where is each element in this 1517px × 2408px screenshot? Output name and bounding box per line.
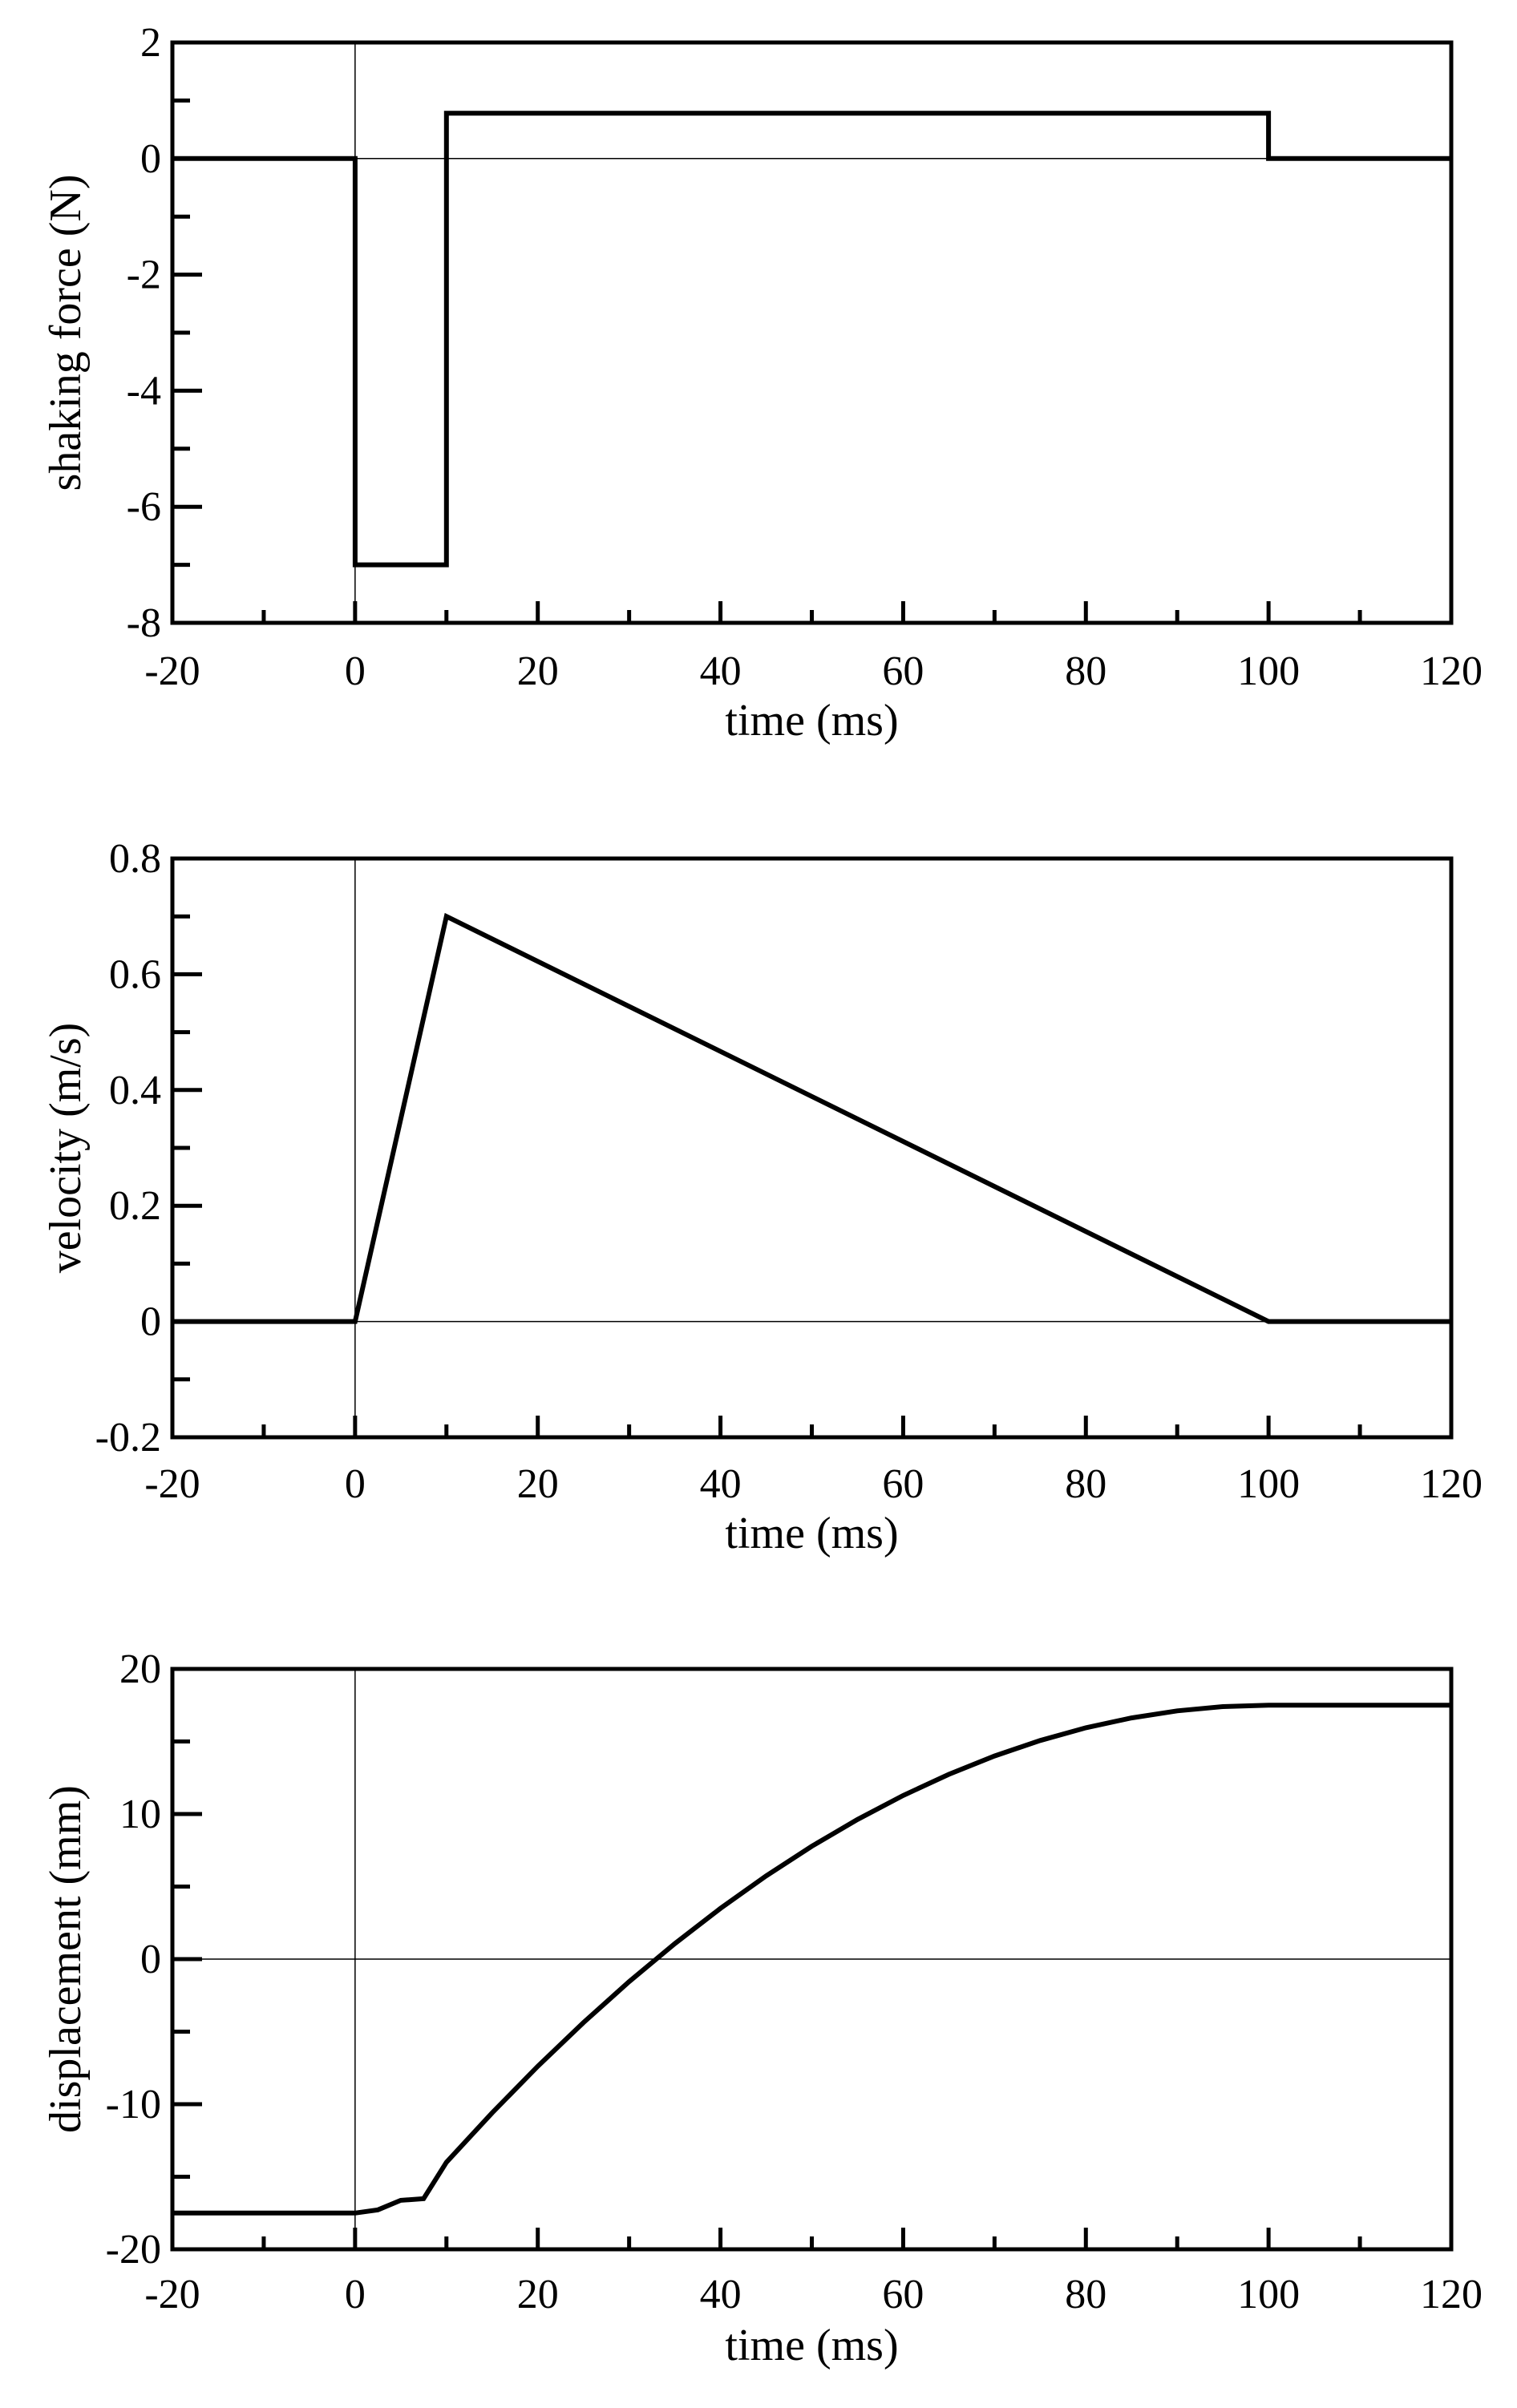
x-tick-label: 40 [700, 648, 742, 694]
x-axis-label: time (ms) [725, 696, 898, 745]
y-tick-label: 0.2 [109, 1183, 161, 1229]
x-tick-label: 120 [1420, 648, 1483, 694]
y-tick-label: 0 [140, 1937, 161, 1982]
y-tick-label: 0.6 [109, 951, 161, 997]
y-tick-label: 0 [140, 1299, 161, 1345]
x-tick-label: 40 [700, 2272, 742, 2317]
x-tick-label: -20 [144, 2272, 200, 2317]
x-tick-label: 80 [1065, 2272, 1106, 2317]
x-tick-label: 100 [1237, 648, 1300, 694]
chart-panel-3: -20 0 20 40 60 80 100 120 -20 -10 0 10 20 time (ms) di… [41, 1646, 1483, 2370]
x-tick-label: 20 [517, 648, 559, 694]
x-tick-label: 60 [882, 1461, 924, 1507]
x-tick-label: 120 [1420, 1461, 1483, 1507]
plot-frame [170, 40, 1454, 625]
y-tick-label: 0.8 [109, 836, 161, 882]
x-tick-label: 80 [1065, 1461, 1106, 1507]
y-tick-label: -2 [127, 253, 161, 298]
x-tick-label: 80 [1065, 648, 1106, 694]
x-tick-label: 100 [1237, 2272, 1300, 2317]
chart-panel-2: -20 0 20 40 60 80 100 120 -0.2 0 0.2 0.4 0.6 0.8 time … [41, 836, 1483, 1558]
x-tick-label: 0 [345, 2272, 366, 2317]
x-tick-label: 20 [517, 1461, 559, 1507]
y-tick-label: 2 [140, 20, 161, 66]
y-tick-label: -6 [127, 484, 161, 530]
y-tick-label: 0 [140, 136, 161, 182]
y-tick-label: 0.4 [109, 1068, 161, 1113]
x-tick-label: 0 [345, 1461, 366, 1507]
x-tick-label: 100 [1237, 1461, 1300, 1507]
y-tick-label: -20 [106, 2227, 161, 2273]
y-tick-label: 20 [119, 1646, 161, 1692]
x-tick-label: 40 [700, 1461, 742, 1507]
x-tick-label: 120 [1420, 2272, 1483, 2317]
y-tick-label: -8 [127, 600, 161, 646]
series-line-displacement [172, 1703, 1451, 2216]
plot-frame [170, 856, 1454, 1440]
plot-frame [170, 1667, 1454, 2252]
y-tick-label: -10 [106, 2082, 161, 2127]
y-tick-label: 10 [119, 1792, 161, 1837]
y-tick-label: -4 [127, 368, 161, 414]
x-tick-label: -20 [144, 1461, 200, 1507]
y-axis-label: shaking force (N) [41, 175, 91, 491]
y-tick-label: -0.2 [95, 1415, 161, 1461]
x-axis-label: time (ms) [725, 1509, 898, 1558]
x-tick-label: 0 [345, 648, 366, 694]
x-tick-label: 60 [882, 648, 924, 694]
x-axis-label: time (ms) [725, 2321, 898, 2370]
series-line-shaking-force [172, 111, 1451, 568]
series-line-velocity [172, 912, 1451, 1324]
y-axis-label: velocity (m/s) [41, 1023, 91, 1274]
y-axis-label: displacement (mm) [41, 1785, 91, 2133]
x-tick-label: 60 [882, 2272, 924, 2317]
x-tick-label: -20 [144, 648, 200, 694]
x-tick-label: 20 [517, 2272, 559, 2317]
